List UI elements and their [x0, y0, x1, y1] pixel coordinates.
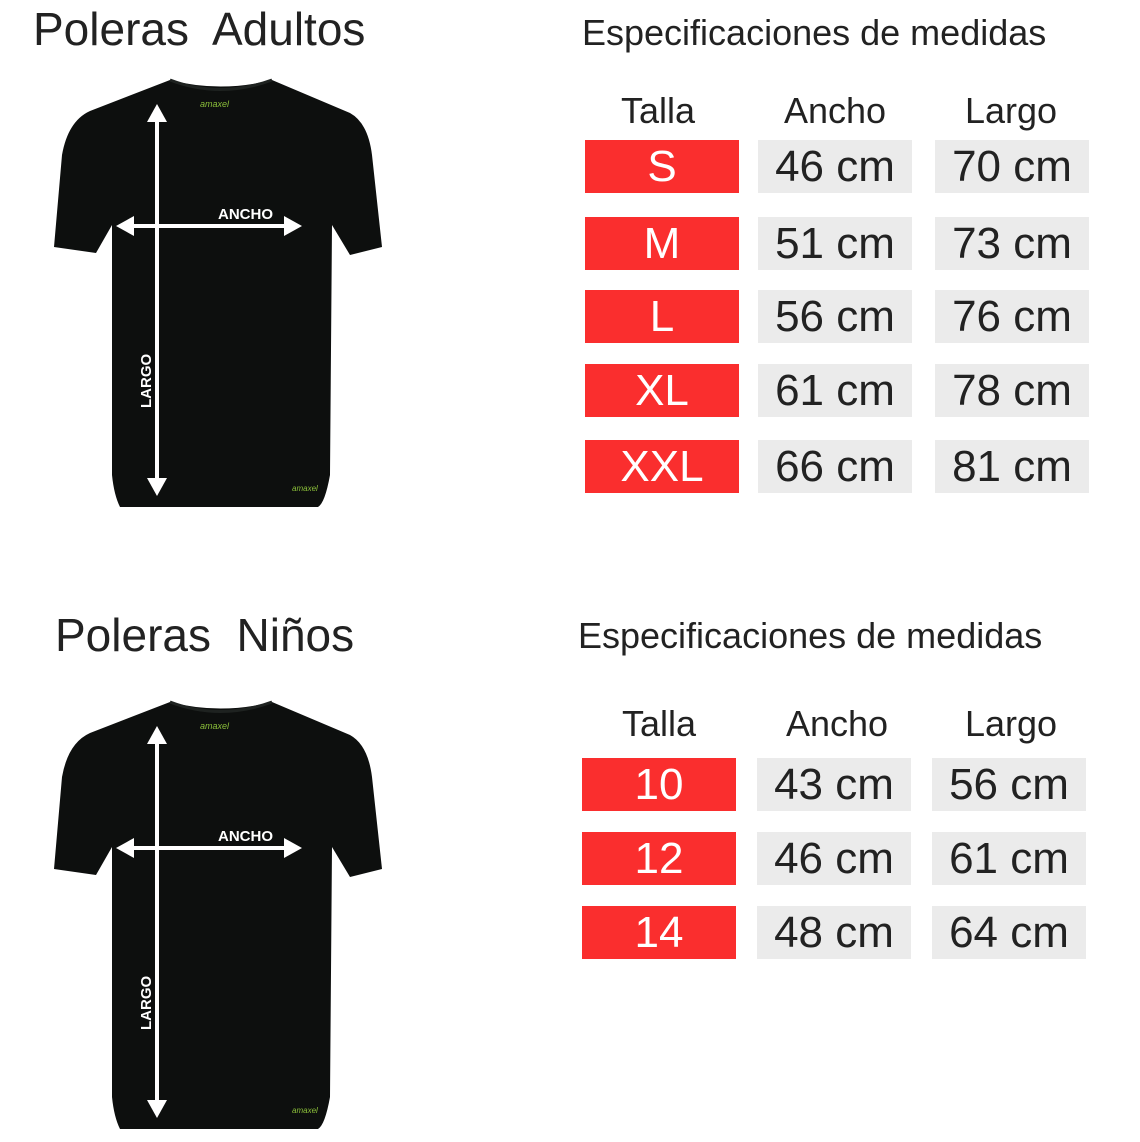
ancho-cell: 66 cm	[758, 440, 912, 493]
largo-cell: 56 cm	[932, 758, 1086, 811]
largo-cell: 78 cm	[935, 364, 1089, 417]
largo-arrow	[147, 104, 167, 496]
adults-title: Poleras Adultos	[33, 3, 366, 55]
adults-header-ancho: Ancho	[783, 90, 887, 131]
largo-cell: 64 cm	[932, 906, 1086, 959]
kids-shirt-diagram: amaxel amaxel ANCHO LARGO	[50, 697, 390, 1137]
logo-hem: amaxel	[292, 1106, 318, 1115]
largo-label: LARGO	[138, 354, 155, 408]
talla-cell: 12	[582, 832, 736, 885]
shirt-body	[54, 702, 382, 1129]
largo-cell: 73 cm	[935, 217, 1089, 270]
ancho-cell: 61 cm	[758, 364, 912, 417]
logo-collar: amaxel	[200, 99, 230, 109]
logo-collar: amaxel	[200, 721, 230, 731]
shirt-body	[54, 80, 382, 507]
kids-spec-title: Especificaciones de medidas	[578, 615, 1043, 656]
ancho-cell: 56 cm	[758, 290, 912, 343]
largo-label: LARGO	[138, 976, 155, 1030]
ancho-arrow	[116, 838, 302, 858]
largo-cell: 81 cm	[935, 440, 1089, 493]
ancho-cell: 43 cm	[757, 758, 911, 811]
tshirt-icon: amaxel amaxel ANCHO LARGO	[54, 700, 382, 1129]
talla-cell: 10	[582, 758, 736, 811]
ancho-cell: 51 cm	[758, 217, 912, 270]
ancho-cell: 48 cm	[757, 906, 911, 959]
talla-cell: S	[585, 140, 739, 193]
adults-header-largo: Largo	[964, 90, 1058, 131]
adults-header-talla: Talla	[620, 90, 696, 131]
kids-title: Poleras Niños	[55, 609, 355, 661]
largo-cell: 61 cm	[932, 832, 1086, 885]
ancho-arrow	[116, 216, 302, 236]
ancho-cell: 46 cm	[757, 832, 911, 885]
tshirt-icon: amaxel amaxel ANCHO LARGO	[54, 78, 382, 507]
kids-header-talla: Talla	[621, 703, 697, 744]
talla-cell: XXL	[585, 440, 739, 493]
talla-cell: L	[585, 290, 739, 343]
adults-spec-title: Especificaciones de medidas	[582, 12, 1047, 53]
kids-header-ancho: Ancho	[785, 703, 889, 744]
talla-cell: 14	[582, 906, 736, 959]
adults-shirt-diagram: amaxel amaxel ANCHO LARGO	[50, 75, 390, 515]
talla-cell: M	[585, 217, 739, 270]
largo-arrow	[147, 726, 167, 1118]
largo-cell: 70 cm	[935, 140, 1089, 193]
ancho-label: ANCHO	[218, 206, 273, 223]
talla-cell: XL	[585, 364, 739, 417]
logo-hem: amaxel	[292, 484, 318, 493]
largo-cell: 76 cm	[935, 290, 1089, 343]
kids-header-largo: Largo	[964, 703, 1058, 744]
ancho-cell: 46 cm	[758, 140, 912, 193]
ancho-label: ANCHO	[218, 828, 273, 845]
